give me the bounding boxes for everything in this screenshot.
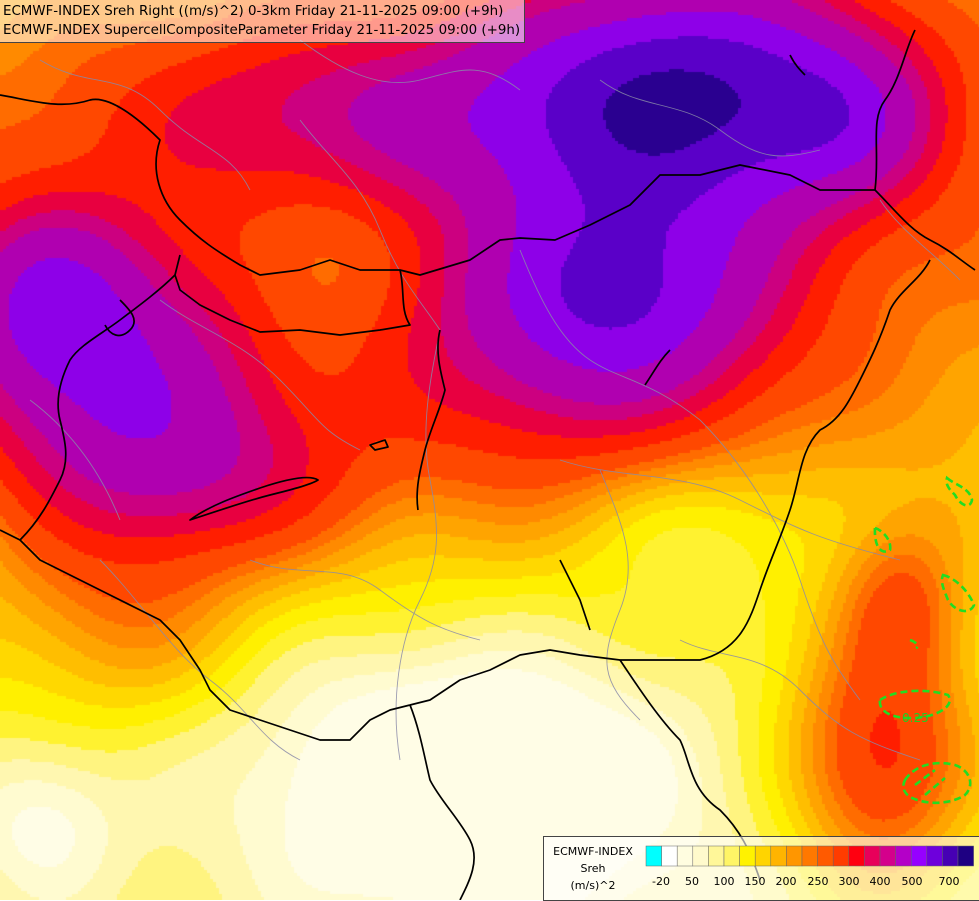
legend-tick-label: 300 bbox=[839, 875, 860, 888]
legend-swatch bbox=[848, 845, 865, 867]
legend-tick-label: 400 bbox=[870, 875, 891, 888]
legend-swatch bbox=[645, 845, 662, 867]
legend-swatch bbox=[708, 845, 725, 867]
legend-swatch bbox=[957, 845, 974, 867]
legend-swatch bbox=[754, 845, 772, 867]
legend-swatch bbox=[832, 845, 850, 867]
legend-tick-label: 200 bbox=[776, 875, 797, 888]
legend-tick-label: 150 bbox=[745, 875, 766, 888]
legend-swatch bbox=[739, 845, 756, 867]
legend-tick-label: 50 bbox=[685, 875, 699, 888]
title-line-scp: ECMWF-INDEX SupercellCompositeParameter … bbox=[3, 23, 521, 38]
color-legend: ECMWF-INDEX Sreh (m/s)^2 -20 50 100 150 200 2… bbox=[543, 836, 979, 901]
legend-swatch bbox=[817, 845, 834, 867]
legend-swatch bbox=[801, 845, 818, 867]
legend-tick-label: 100 bbox=[714, 875, 735, 888]
legend-tick-label: 700 bbox=[939, 875, 960, 888]
legend-swatch bbox=[676, 845, 694, 867]
country-borders bbox=[0, 29, 976, 900]
legend-colorbar: -20 50 100 150 200 250 300 400 500 700 bbox=[645, 845, 974, 888]
legend-swatch bbox=[926, 845, 943, 867]
legend-swatch bbox=[910, 845, 928, 867]
legend-swatch bbox=[879, 845, 896, 867]
scp-contour-label: 0.25 bbox=[902, 711, 929, 725]
legend-tick-label: 250 bbox=[808, 875, 829, 888]
scp-contours bbox=[873, 475, 976, 805]
legend-swatch bbox=[942, 845, 959, 867]
admin-boundaries bbox=[29, 39, 961, 761]
legend-swatch bbox=[786, 845, 803, 867]
legend-swatch bbox=[692, 845, 709, 867]
legend-swatch bbox=[895, 845, 912, 867]
map-title-box: ECMWF-INDEX Sreh Right ((m/s)^2) 0-3km F… bbox=[0, 0, 526, 43]
legend-swatch bbox=[661, 845, 678, 867]
legend-source: ECMWF-INDEX bbox=[553, 845, 633, 858]
legend-swatch bbox=[864, 845, 881, 867]
title-line-sreh: ECMWF-INDEX Sreh Right ((m/s)^2) 0-3km F… bbox=[3, 4, 504, 19]
legend-unit: (m/s)^2 bbox=[570, 879, 616, 892]
legend-swatch bbox=[723, 845, 740, 867]
legend-tick-label: 500 bbox=[902, 875, 923, 888]
legend-swatch bbox=[770, 845, 787, 867]
legend-parameter: Sreh bbox=[580, 862, 606, 875]
legend-tick-label: -20 bbox=[652, 875, 670, 888]
